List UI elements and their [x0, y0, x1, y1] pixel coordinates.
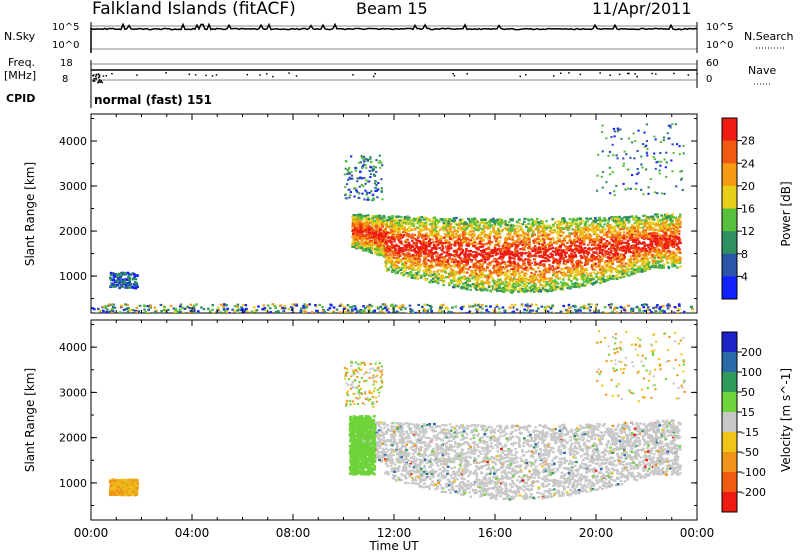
- colorbar-tick-1-0: 200: [741, 346, 762, 359]
- ytick-label-1-1: 2000: [59, 432, 87, 445]
- colorbar-tick-0-6: 28: [741, 135, 755, 148]
- colorbar-tick-1-7: -200: [741, 486, 766, 499]
- nsky-label: N.Sky: [4, 30, 36, 43]
- nsky-strip: [90, 22, 698, 53]
- xtick-label-1: 04:00: [175, 526, 210, 540]
- ytick-label-0-1: 2000: [59, 225, 87, 238]
- colorbar-swatch-0-6: [722, 253, 737, 277]
- ytick-label-1-2: 3000: [59, 386, 87, 399]
- region-1-2: [108, 478, 139, 497]
- colorbar-swatch-0-0: [722, 118, 737, 141]
- nsearch-tick-bottom: 10^0: [706, 40, 733, 51]
- ytick-label-0-2: 3000: [59, 180, 87, 193]
- freq-tick-bottom: 8: [62, 74, 68, 85]
- colorbar-tick-0-4: 20: [741, 180, 755, 193]
- colorbar-swatch-0-2: [722, 163, 737, 187]
- power-colorbar-label: Power [dB]: [779, 181, 793, 246]
- colorbar-swatch-1-2: [722, 372, 737, 393]
- nsky-tick-top: 10^5: [52, 22, 79, 33]
- colorbar-tick-1-5: -50: [741, 446, 759, 459]
- xtick-label-5: 20:00: [579, 526, 614, 540]
- colorbar-tick-0-3: 16: [741, 203, 755, 216]
- colorbar-swatch-1-4: [722, 412, 737, 433]
- power-panel-frame: [90, 113, 698, 314]
- ytick-label-1-0: 1000: [59, 477, 87, 490]
- date-label: 11/Apr/2011: [592, 0, 692, 18]
- power-colorbar: 4 8 12 16 20 24 28: [721, 117, 755, 300]
- ytick-label-1-3: 4000: [59, 341, 87, 354]
- colorbar-swatch-0-7: [722, 276, 737, 300]
- freq-label-line1: Freq.: [8, 56, 35, 69]
- colorbar-tick-0-0: 4: [741, 270, 748, 283]
- ytick-label-0-3: 4000: [59, 135, 87, 148]
- freq-tick-top: 18: [60, 58, 73, 69]
- region-0-1: [109, 271, 139, 290]
- xtick-label-4: 16:00: [478, 526, 513, 540]
- cpid-value: normal (fast) 151: [94, 93, 212, 107]
- power-data: [91, 123, 695, 313]
- velocity-axes: 1000 2000 3000 4000: [59, 320, 698, 520]
- colorbar-swatch-0-1: [722, 140, 737, 164]
- power-ylabel: Slant Range [km]: [23, 162, 37, 266]
- xtick-label-2: 08:00: [276, 526, 311, 540]
- colorbar-swatch-1-3: [722, 392, 737, 413]
- power-axes: 1000 2000 3000 4000: [59, 114, 698, 313]
- velocity-colorbar-label: Velocity [m s^-1]: [779, 368, 793, 472]
- colorbar-swatch-1-8: [722, 492, 737, 513]
- velocity-ylabel: Slant Range [km]: [23, 368, 37, 472]
- colorbar-tick-0-1: 8: [741, 248, 748, 261]
- colorbar-swatch-0-3: [722, 185, 737, 209]
- velocity-data: [108, 330, 686, 501]
- beam-label: Beam 15: [356, 0, 428, 18]
- nave-tick-bottom: 0: [706, 74, 712, 85]
- colorbar-tick-1-4: -15: [741, 426, 759, 439]
- time-axis: 00:00 04:00 08:00 12:00 16:00 20:00 00:00: [74, 526, 715, 540]
- colorbar-swatch-0-4: [722, 208, 737, 232]
- freq-label-line2: [MHz]: [4, 69, 36, 82]
- velocity-colorbar: 200 100 50 15 -15 -50 -100 -200: [721, 331, 766, 513]
- sparse-echoes-0: [343, 123, 685, 202]
- xtick-label-0: 00:00: [74, 526, 109, 540]
- velocity-panel-frame: [90, 319, 698, 521]
- nsky-tick-bottom: 10^0: [52, 40, 79, 51]
- colorbar-tick-1-3: 15: [741, 406, 755, 419]
- region-1-0: [351, 419, 682, 501]
- xtick-label-3: 12:00: [377, 526, 412, 540]
- colorbar-swatch-1-5: [722, 432, 737, 453]
- nsky-trace: [90, 22, 698, 53]
- colorbar-tick-0-5: 24: [741, 157, 755, 170]
- colorbar-tick-0-2: 12: [741, 225, 755, 238]
- colorbar-swatch-1-0: [722, 332, 737, 353]
- ytick-label-0-0: 1000: [59, 270, 87, 283]
- sparse-echoes-1: [343, 330, 686, 408]
- region-0-0: [351, 213, 682, 294]
- xlabel: Time UT: [368, 539, 419, 553]
- colorbar-swatch-1-6: [722, 452, 737, 473]
- colorbar-tick-1-6: -100: [741, 466, 766, 479]
- colorbar-swatch-1-1: [722, 352, 737, 373]
- xtick-label-6: 00:00: [680, 526, 715, 540]
- colorbar-tick-1-1: 100: [741, 366, 762, 379]
- colorbar-tick-1-2: 50: [741, 386, 755, 399]
- nsearch-label: N.Search: [744, 30, 794, 43]
- nave-dots: [92, 72, 698, 84]
- cpid-label: CPID: [6, 92, 35, 105]
- station-title: Falkland Islands (fitACF): [92, 0, 296, 19]
- nsearch-tick-top: 10^5: [706, 22, 733, 33]
- freq-strip: [90, 60, 698, 88]
- colorbar-swatch-1-7: [722, 472, 737, 493]
- region-1-1: [348, 415, 377, 476]
- colorbar-swatch-0-5: [722, 231, 737, 255]
- nave-tick-top: 60: [706, 58, 719, 69]
- nave-label: Nave: [748, 64, 776, 77]
- region-0-2: [91, 303, 695, 313]
